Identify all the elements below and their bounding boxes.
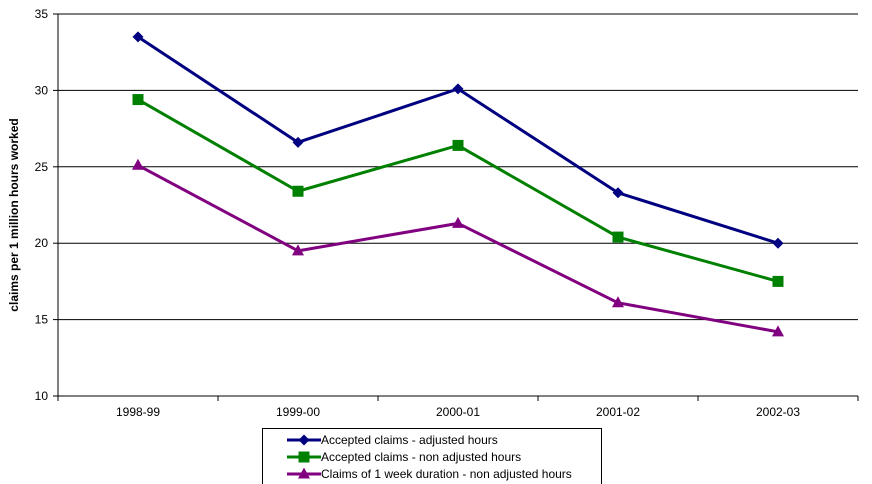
data-point-square <box>772 275 784 287</box>
x-tick-label: 2001-02 <box>596 405 640 419</box>
data-point-diamond <box>452 83 464 95</box>
data-point-square <box>132 94 144 106</box>
data-point-diamond <box>292 136 304 148</box>
data-point-diamond <box>772 237 784 249</box>
x-tick-label: 2002-03 <box>756 405 800 419</box>
y-axis-label: claims per 1 million hours worked <box>7 118 21 311</box>
data-point-square <box>292 185 304 197</box>
data-point-triangle <box>452 216 464 228</box>
y-tick-label: 10 <box>35 389 49 403</box>
legend-entry: Accepted claims - adjusted hours <box>263 431 601 448</box>
legend-label: Claims of 1 week duration - non adjusted… <box>321 466 572 481</box>
series-3 <box>132 158 784 337</box>
legend-key-marker <box>298 451 310 462</box>
line-chart: 10 15 20 25 30 35 1998-99 1999-00 2000-01 2001-0… <box>7 7 859 419</box>
axes <box>53 13 859 401</box>
legend-entry: Accepted claims - non adjusted hours <box>263 448 601 465</box>
legend-label: Accepted claims - non adjusted hours <box>321 449 522 464</box>
series-layer <box>132 31 784 337</box>
x-tick-labels: 1998-99 1999-00 2000-01 2001-02 2002-03 <box>116 405 800 419</box>
y-tick-label: 20 <box>35 236 49 250</box>
data-point-triangle <box>132 158 144 170</box>
x-tick-label: 1999-00 <box>276 405 320 419</box>
x-tick-label: 1998-99 <box>116 405 160 419</box>
x-tick-label: 2000-01 <box>436 405 480 419</box>
series-line <box>137 163 779 334</box>
legend-key <box>287 467 321 478</box>
legend-key-marker <box>298 467 310 478</box>
legend-label: Accepted claims - adjusted hours <box>321 432 498 447</box>
legend-key <box>287 434 321 445</box>
legend-key-marker <box>298 434 310 445</box>
series-2 <box>132 94 784 287</box>
data-point-square <box>452 139 464 151</box>
data-point-triangle <box>292 244 304 256</box>
y-tick-labels: 10 15 20 25 30 35 <box>35 7 49 403</box>
data-point-triangle <box>772 325 784 337</box>
gridlines <box>58 13 858 397</box>
y-tick-label: 25 <box>35 160 49 174</box>
data-point-triangle <box>612 296 624 308</box>
legend-key <box>287 451 321 462</box>
legend: Accepted claims - adjusted hours Accepted… <box>262 428 602 484</box>
series-1 <box>132 31 784 249</box>
data-point-diamond <box>132 31 144 43</box>
y-tick-label: 15 <box>35 313 49 327</box>
series-line <box>137 98 779 283</box>
y-tick-label: 30 <box>35 83 49 97</box>
data-point-diamond <box>612 187 624 199</box>
y-tick-label: 35 <box>35 7 49 21</box>
data-point-square <box>612 231 624 243</box>
legend-entry: Claims of 1 week duration - non adjusted… <box>263 465 601 482</box>
